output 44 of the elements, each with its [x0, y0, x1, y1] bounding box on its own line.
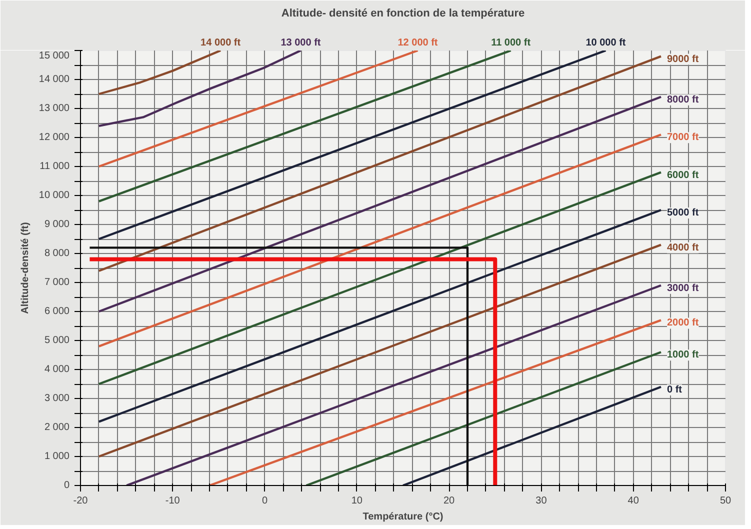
series-label: 9000 ft — [667, 54, 700, 65]
x-tick-label: 0 — [262, 496, 268, 506]
y-tick-label: 1 000 — [44, 451, 70, 462]
series-label: 1000 ft — [667, 350, 700, 361]
x-tick-label: 50 — [720, 496, 732, 506]
x-tick-label: 30 — [536, 496, 548, 506]
y-tick-label: 3 000 — [44, 393, 70, 404]
x-tick-label: -20 — [73, 496, 88, 506]
y-tick-label: 15 000 — [38, 50, 70, 62]
y-tick-label: 11 000 — [40, 161, 70, 172]
line-series — [98, 50, 302, 127]
series-label: 12 000 ft — [398, 38, 438, 48]
series-label: 4000 ft — [667, 242, 700, 254]
y-tick-label: 2 000 — [44, 422, 70, 433]
y-tick-label: 4 000 — [44, 364, 70, 375]
series-label: 10 000 ft — [586, 38, 626, 48]
x-tick-label: 20 — [444, 496, 456, 506]
chart-title: Altitude- densité en fonction de la température — [281, 8, 525, 20]
y-tick-label: 0 — [64, 480, 70, 491]
series-label: 7000 ft — [667, 132, 700, 144]
y-tick-label: 6 000 — [44, 306, 70, 317]
y-tick-label: 10 000 — [38, 190, 70, 201]
series-label: 13 000 ft — [280, 38, 322, 48]
y-tick-label: 9 000 — [44, 219, 70, 230]
x-axis-title: Température (°C) — [362, 512, 444, 522]
series-label: 3000 ft — [667, 282, 700, 294]
x-tick-label: -10 — [165, 496, 180, 506]
x-tick-label: 40 — [628, 496, 640, 506]
line-series — [98, 50, 222, 96]
y-tick-label: 7 000 — [44, 277, 70, 288]
y-tick-label: 8 000 — [44, 248, 70, 259]
y-axis-title: Altitude-densité (ft) — [20, 222, 31, 314]
y-tick-label: 13 000 — [38, 103, 70, 114]
y-tick-label: 5 000 — [44, 335, 70, 346]
series-label: 14 000 ft — [200, 38, 242, 48]
series-label: 11 000 ft — [491, 38, 532, 48]
y-tick-label: 12 000 — [38, 132, 70, 143]
series-label: 5000 ft — [667, 208, 700, 218]
series-label: 0 ft — [667, 384, 683, 396]
series-label: 6000 ft — [667, 170, 700, 181]
y-tick-label: 14 000 — [38, 74, 70, 85]
series-label: 2000 ft — [667, 318, 700, 329]
x-tick-label: 10 — [351, 496, 363, 506]
series-label: 8000 ft — [667, 94, 700, 106]
